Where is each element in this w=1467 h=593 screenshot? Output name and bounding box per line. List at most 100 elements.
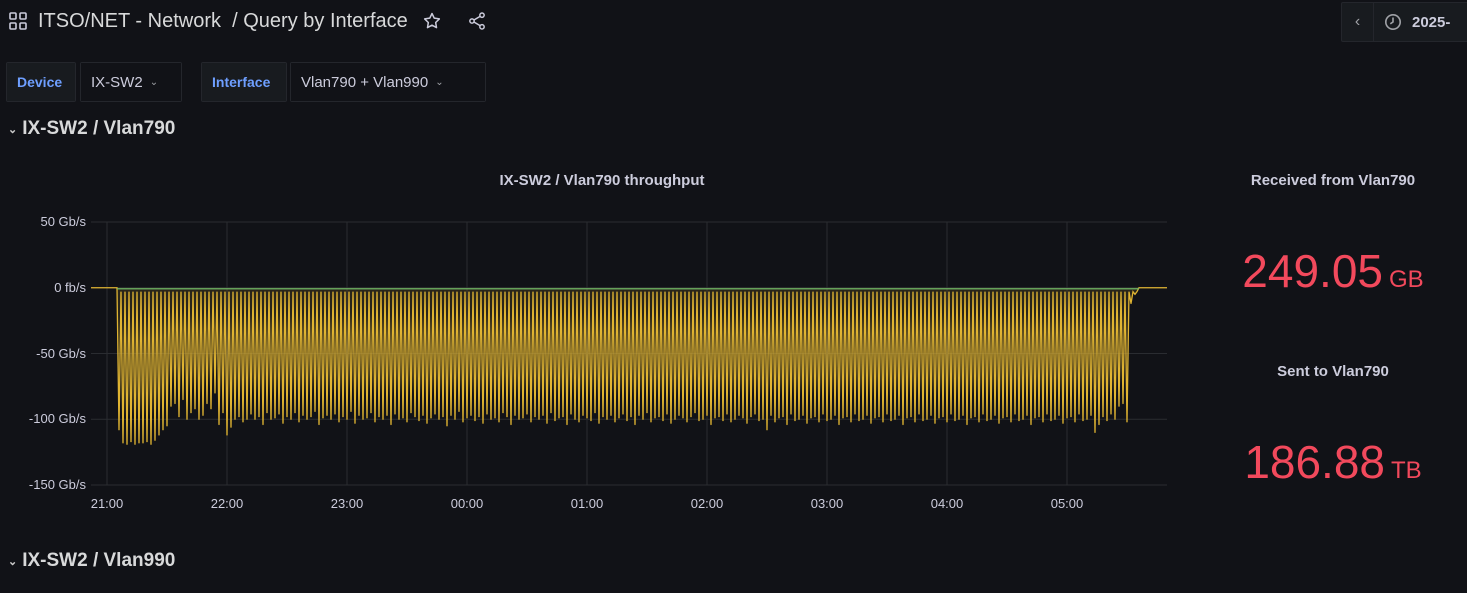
share-icon[interactable]	[466, 11, 498, 31]
sent-trough-point	[818, 421, 820, 423]
interface-value: Vlan790 + Vlan990	[301, 73, 429, 91]
sent-trough-point	[726, 413, 728, 415]
sent-trough-point	[394, 413, 396, 415]
sent-trough-point	[906, 417, 908, 419]
sent-trough-point	[506, 416, 508, 418]
dashboard-folder[interactable]: ITSO/NET - Network	[38, 9, 221, 32]
sent-trough-point	[326, 414, 328, 416]
sent-trough-point	[798, 418, 800, 420]
sent-trough-point	[1102, 416, 1104, 418]
sent-trough-point	[606, 418, 608, 420]
sent-trough-point	[334, 413, 336, 415]
star-icon[interactable]	[422, 11, 452, 31]
sent-trough-point	[586, 417, 588, 419]
row-header[interactable]: ⌄ IX-SW2 / Vlan790	[8, 118, 175, 140]
sent-trough-point	[926, 418, 928, 420]
sent-trough-point	[1046, 413, 1048, 415]
sent-trough-point	[570, 413, 572, 415]
sent-trough-point	[682, 417, 684, 419]
sent-trough-point	[494, 417, 496, 419]
sent-trough-point	[214, 392, 216, 394]
sent-trough-point	[614, 421, 616, 423]
y-tick-label: -100 Gb/s	[28, 411, 86, 427]
apps-icon[interactable]	[8, 11, 28, 31]
sent-trough-point	[878, 416, 880, 418]
device-value: IX-SW2	[91, 73, 143, 91]
sent-trough-point	[702, 418, 704, 420]
sent-trough-point	[410, 412, 412, 414]
sent-trough-point	[782, 416, 784, 418]
sent-trough-point	[982, 413, 984, 415]
sent-trough-point	[374, 421, 376, 423]
sent-trough-point	[922, 419, 924, 422]
sent-trough-point	[662, 419, 664, 422]
sent-trough-point	[526, 413, 528, 415]
sent-trough-point	[1094, 431, 1096, 433]
x-tick-label: 22:00	[210, 496, 244, 511]
sent-trough-point	[802, 414, 804, 416]
sent-trough-point	[162, 429, 164, 431]
sent-trough-point	[1082, 419, 1084, 422]
sent-trough-point	[290, 418, 292, 420]
sent-trough-point	[122, 442, 124, 444]
sent-trough-point	[1054, 418, 1056, 420]
sent-trough-point	[1058, 414, 1060, 416]
interface-select[interactable]: Vlan790 + Vlan990 ⌄	[290, 62, 486, 102]
sent-trough-point	[258, 416, 260, 418]
sent-trough-point	[786, 423, 788, 426]
sent-trough-point	[238, 416, 240, 418]
chevron-down-icon: ⌄	[435, 76, 444, 88]
chevron-down-icon: ⌄	[8, 123, 18, 136]
sent-trough-point	[146, 441, 148, 443]
sent-trough-point	[250, 413, 252, 415]
x-tick-label: 00:00	[450, 496, 484, 511]
dashboard-name[interactable]: / Query by Interface	[232, 9, 408, 32]
sent-trough-point	[194, 408, 196, 410]
x-tick-label: 21:00	[90, 496, 124, 511]
sent-trough-point	[190, 412, 192, 414]
device-select[interactable]: IX-SW2 ⌄	[80, 62, 182, 102]
sent-trough-point	[1110, 413, 1112, 415]
sent-trough-point	[946, 421, 948, 423]
sent-trough-point	[954, 419, 956, 422]
sent-trough-point	[578, 421, 580, 423]
sent-trough-point	[346, 418, 348, 420]
sent-trough-point	[166, 425, 168, 427]
sent-trough-point	[934, 422, 936, 424]
sent-trough-point	[262, 423, 264, 426]
chevron-down-icon: ⌄	[8, 555, 18, 568]
sent-trough-point	[750, 416, 752, 418]
sent-trough-point	[518, 418, 520, 420]
chevron-left-icon[interactable]: ‹	[1342, 3, 1374, 41]
time-range-label[interactable]: 2025-	[1412, 13, 1451, 31]
sent-trough-point	[574, 418, 576, 420]
y-tick-label: -150 Gb/s	[28, 477, 86, 492]
sent-trough-point	[738, 414, 740, 416]
sent-trough-point	[370, 412, 372, 414]
sent-trough-point	[378, 416, 380, 418]
sent-trough-point	[842, 417, 844, 419]
sent-trough-point	[918, 413, 920, 415]
x-tick-label: 05:00	[1050, 496, 1084, 511]
sent-trough-point	[366, 417, 368, 419]
stat-unit: GB	[1389, 266, 1424, 293]
time-picker[interactable]: ‹ 2025-	[1341, 2, 1467, 42]
sent-trough-point	[434, 413, 436, 415]
sent-trough-point	[422, 414, 424, 416]
sent-trough-point	[642, 418, 644, 420]
sent-trough-point	[838, 423, 840, 426]
sent-trough-point	[650, 421, 652, 423]
sent-trough-point	[846, 416, 848, 418]
sent-trough-point	[510, 423, 512, 426]
sent-trough-point	[722, 419, 724, 422]
sent-trough-point	[198, 418, 200, 420]
row-header[interactable]: ⌄ IX-SW2 / Vlan990	[8, 550, 175, 572]
sent-trough-point	[286, 416, 288, 418]
sent-trough-point	[554, 419, 556, 422]
sent-trough-point	[882, 421, 884, 423]
sent-trough-point	[914, 421, 916, 423]
panel-title[interactable]: IX-SW2 / Vlan790 throughput	[499, 172, 705, 189]
sent-trough-point	[998, 422, 1000, 424]
sent-trough-point	[234, 418, 236, 420]
